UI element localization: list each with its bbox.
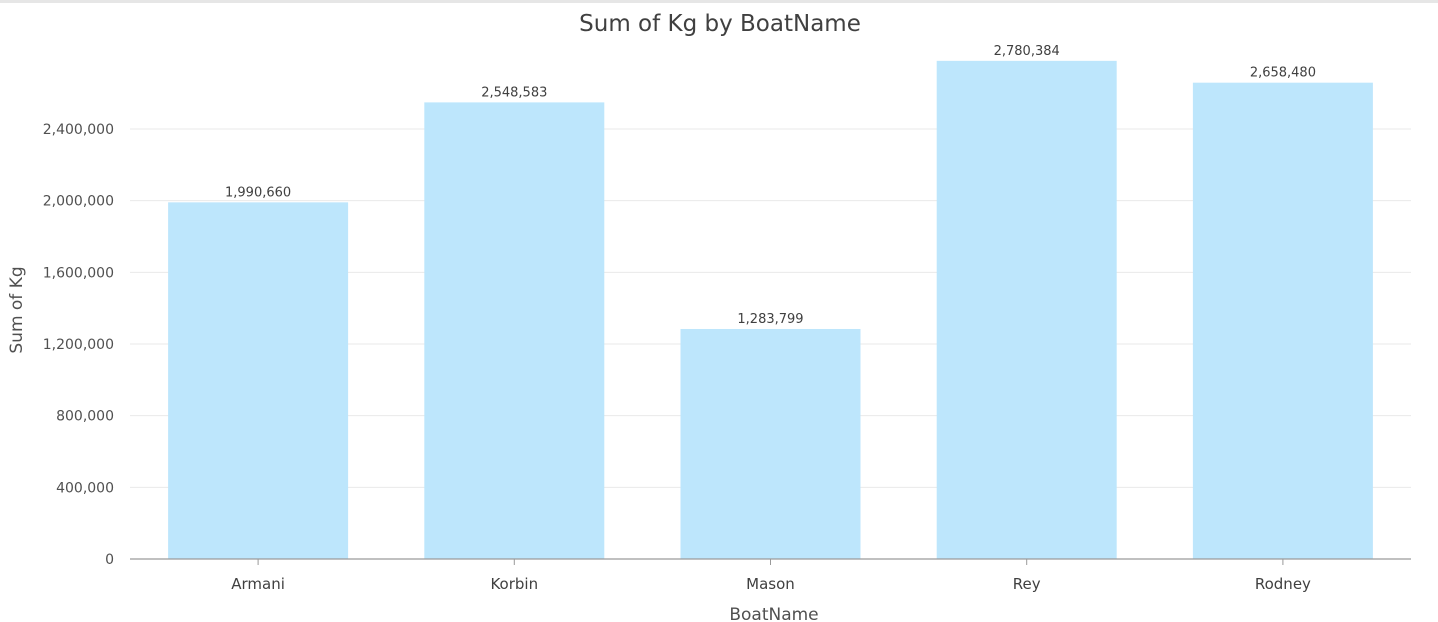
y-tick-label: 1,200,000 xyxy=(43,337,114,353)
y-tick-label: 400,000 xyxy=(56,480,114,496)
y-tick-label: 800,000 xyxy=(56,409,114,425)
y-tick-label: 0 xyxy=(105,552,114,568)
x-tick-label: Mason xyxy=(746,575,795,593)
bar-rey[interactable] xyxy=(936,60,1117,559)
data-label: 2,780,384 xyxy=(994,44,1060,59)
y-tick-label: 2,000,000 xyxy=(43,194,114,210)
x-tick-label: Korbin xyxy=(490,575,538,593)
data-label: 1,990,660 xyxy=(225,185,291,200)
bar-mason[interactable] xyxy=(680,328,861,559)
x-axis-title: BoatName xyxy=(729,605,818,622)
x-tick-label: Rey xyxy=(1013,575,1041,593)
bar-rodney[interactable] xyxy=(1192,82,1373,560)
top-border xyxy=(0,0,1438,3)
data-labels: 1,990,660 2,548,583 1,283,799 2,780,384 2,65… xyxy=(225,44,1316,327)
y-tick-label: 1,600,000 xyxy=(43,265,114,281)
data-label: 1,283,799 xyxy=(737,312,803,327)
chart-title: Sum of Kg by BoatName xyxy=(579,11,861,37)
bar-armani[interactable] xyxy=(168,202,349,559)
x-tick-label: Armani xyxy=(231,575,285,593)
data-label: 2,548,583 xyxy=(481,85,547,100)
x-tick-label: Rodney xyxy=(1255,575,1311,593)
y-axis-ticks: 0 400,000 800,000 1,200,000 1,600,000 2,000,0… xyxy=(43,122,114,568)
bar-korbin[interactable] xyxy=(424,102,605,559)
y-axis-title: Sum of Kg xyxy=(7,266,27,353)
x-axis-ticks: Armani Korbin Mason Rey Rodney xyxy=(231,559,1311,593)
bars xyxy=(168,60,1373,560)
data-label: 2,658,480 xyxy=(1250,66,1316,81)
y-tick-label: 2,400,000 xyxy=(43,122,114,138)
